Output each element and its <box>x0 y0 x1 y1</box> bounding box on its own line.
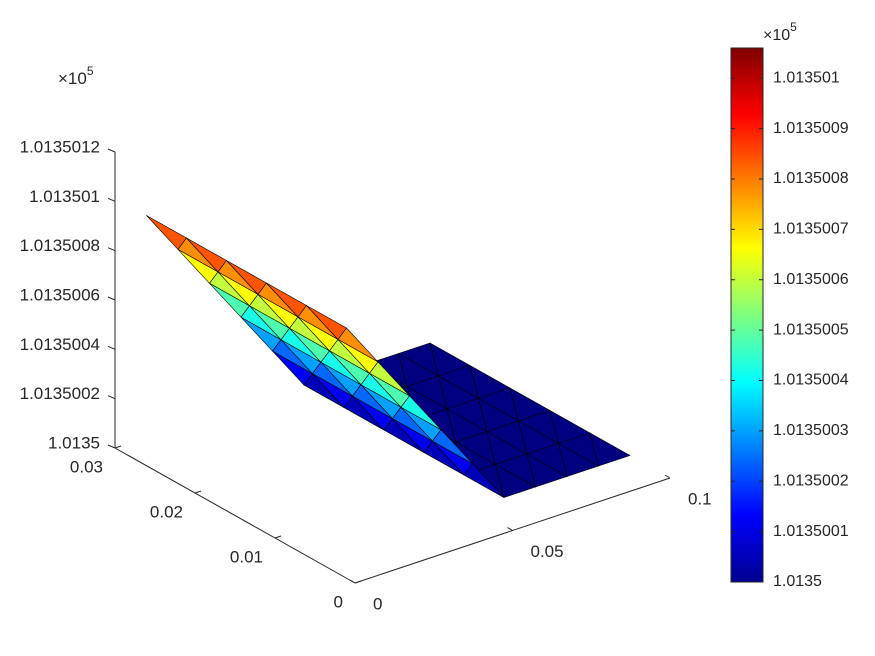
colorbar-tick-label: 1.013501 <box>773 69 840 86</box>
z-tick <box>107 197 116 202</box>
colorbar: 1.0135 1.0135001 1.0135002 1.0135003 1.01350… <box>730 47 849 590</box>
x-tick <box>349 579 356 584</box>
z-exponent-base: ×10 <box>58 69 87 88</box>
x-tick <box>507 527 513 531</box>
y-axis-line <box>114 447 356 584</box>
colorbar-tick-label: 1.0135009 <box>773 120 849 137</box>
z-tick <box>107 247 116 252</box>
y-tick <box>114 445 122 449</box>
y-tick <box>194 490 202 494</box>
colorbar-tick-label: 1.0135 <box>773 573 822 590</box>
y-tick-label: 0 <box>334 592 343 611</box>
y-tick-label: 0.03 <box>70 457 103 476</box>
colorbar-tick-label: 1.0135008 <box>773 170 849 187</box>
y-tick-label: 0.02 <box>150 502 183 521</box>
colorbar-tick-label: 1.0135002 <box>773 472 849 489</box>
colorbar-tick-label: 1.0135003 <box>773 422 849 439</box>
colorbar-exponent: ×105 <box>763 20 797 44</box>
x-tick <box>664 474 671 479</box>
surface-face <box>146 215 187 250</box>
z-tick-label: 1.0135012 <box>20 137 100 156</box>
surface-face <box>400 395 442 431</box>
y-tick <box>354 580 362 584</box>
colorbar-exponent-power: 5 <box>790 20 797 34</box>
z-tick <box>107 345 116 350</box>
z-tick <box>107 444 116 449</box>
surface-face <box>463 463 505 498</box>
surface <box>146 215 631 498</box>
z-exponent-power: 5 <box>87 64 94 78</box>
colorbar-tick-label: 1.0135006 <box>773 271 849 288</box>
z-tick-label: 1.0135002 <box>20 384 100 403</box>
colorbar-exponent-base: ×10 <box>763 27 790 44</box>
y-tick <box>274 535 282 539</box>
surface-face <box>337 327 379 363</box>
z-tick-label: 1.0135006 <box>20 285 100 304</box>
z-tick <box>107 296 116 301</box>
x-tick-label: 0.1 <box>688 489 712 508</box>
z-tick-label: 1.0135 <box>48 433 100 452</box>
x-tick-label: 0 <box>373 594 382 613</box>
surface-face <box>495 464 536 498</box>
colorbar-tick-label: 1.0135007 <box>773 221 849 238</box>
x-tick-label: 0.05 <box>531 542 564 561</box>
colorbar-gradient <box>730 47 764 583</box>
y-tick-label: 0.01 <box>230 547 263 566</box>
z-tick-label: 1.0135004 <box>20 335 100 354</box>
z-tick-label: 1.0135008 <box>20 236 100 255</box>
surface-face <box>369 361 410 397</box>
colorbar-tick-label: 1.0135004 <box>773 372 849 389</box>
surface-face <box>526 453 568 488</box>
surface-face <box>432 429 473 464</box>
surface-face <box>558 443 599 477</box>
z-tick-label: 1.013501 <box>29 187 100 206</box>
z-tick <box>107 395 116 400</box>
surface-face <box>589 432 631 467</box>
colorbar-tick-label: 1.0135005 <box>773 321 849 338</box>
colorbar-tick-label: 1.0135001 <box>773 523 849 540</box>
axes: 0 0.05 0.1 0 0.01 0.02 0.03 1.0135 1.0135002 1.01… <box>20 137 712 613</box>
z-tick <box>107 148 116 153</box>
z-exponent: ×105 <box>58 64 94 88</box>
